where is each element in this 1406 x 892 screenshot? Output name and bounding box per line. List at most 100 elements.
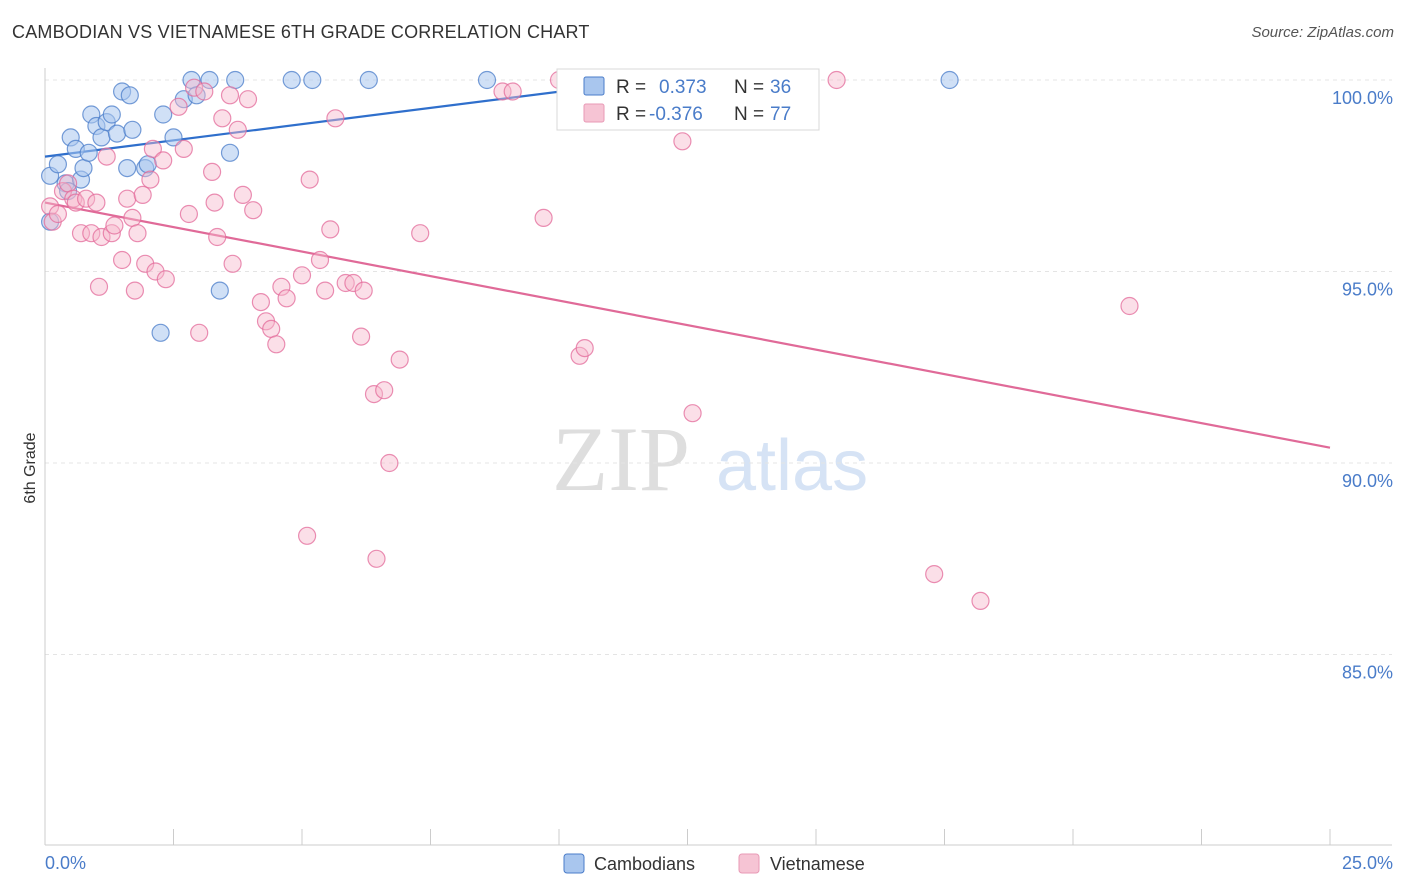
point-cambodian (138, 155, 157, 174)
point-vietnamese (352, 327, 371, 346)
point-vietnamese (390, 350, 409, 369)
point-cambodian (303, 70, 322, 90)
point-vietnamese (66, 193, 85, 212)
point-vietnamese (316, 281, 335, 300)
bottom-legend-swatch-cambodians (563, 853, 585, 874)
point-vietnamese (277, 289, 296, 308)
trendline-vietnamese (44, 201, 1331, 449)
point-cambodian (154, 105, 173, 124)
point-vietnamese (354, 281, 373, 300)
bottom-legend-label-vietnamese: Vietnamese (770, 854, 865, 874)
point-vietnamese (411, 224, 430, 243)
point-vietnamese (244, 201, 263, 220)
legend-r-label-vietnamese: R = (616, 104, 646, 125)
point-vietnamese (118, 189, 137, 208)
point-vietnamese (133, 185, 152, 204)
point-vietnamese (92, 227, 111, 247)
point-cambodian (79, 143, 98, 162)
point-vietnamese (321, 220, 340, 239)
point-vietnamese (673, 132, 692, 151)
point-vietnamese (298, 526, 317, 545)
watermark-zip: ZIP (552, 408, 690, 510)
point-vietnamese (262, 319, 281, 338)
point-vietnamese (971, 591, 990, 611)
point-cambodian (200, 70, 219, 90)
point-cambodian (118, 159, 137, 178)
point-vietnamese (40, 197, 60, 216)
point-cambodian (210, 281, 229, 300)
point-vietnamese (344, 273, 363, 293)
legend-r-value-vietnamese: -0.376 (649, 104, 703, 125)
bottom-legend-label-cambodians: Cambodians (594, 854, 695, 874)
point-vietnamese (146, 262, 165, 281)
point-cambodian (120, 86, 139, 105)
point-vietnamese (233, 185, 252, 204)
point-vietnamese (179, 204, 198, 224)
point-vietnamese (503, 82, 522, 101)
point-vietnamese (136, 254, 155, 273)
y-tick-label: 95.0% (1342, 280, 1393, 300)
point-cambodian (220, 143, 240, 162)
y-tick-label: 85.0% (1342, 663, 1393, 683)
point-vietnamese (203, 162, 222, 181)
point-cambodian (48, 155, 68, 174)
point-vietnamese (185, 78, 204, 97)
point-vietnamese (367, 549, 386, 568)
legend-n-label-vietnamese: N = (734, 104, 764, 125)
point-cambodian (164, 128, 183, 147)
point-vietnamese (223, 254, 242, 273)
legend-swatch-vietnamese (583, 103, 605, 123)
point-cambodian (123, 120, 142, 139)
point-vietnamese (174, 139, 193, 158)
x-tick-label-min: 0.0% (45, 853, 86, 873)
point-vietnamese (169, 97, 188, 116)
legend-n-value-cambodians: 36 (770, 77, 791, 98)
bottom-legend-swatch-vietnamese (738, 853, 760, 874)
point-cambodian (92, 128, 111, 147)
legend-r-label-cambodians: R = (616, 77, 646, 98)
point-vietnamese (105, 216, 124, 235)
chart-source: Source: ZipAtlas.com (1251, 24, 1394, 41)
point-vietnamese (213, 109, 232, 128)
y-tick-label: 90.0% (1342, 471, 1393, 491)
point-vietnamese (251, 293, 270, 312)
point-vietnamese (375, 381, 394, 400)
bottom-legend: Cambodians Vietnamese (563, 853, 865, 874)
legend-n-label-cambodians: N = (734, 77, 764, 98)
point-vietnamese (534, 208, 553, 227)
point-vietnamese (238, 90, 258, 109)
point-vietnamese (128, 224, 147, 243)
point-cambodian (940, 70, 959, 90)
point-vietnamese (925, 564, 944, 584)
stats-legend: R = 0.373 N = 36 R = -0.376 N = 77 (556, 68, 820, 131)
point-vietnamese (76, 189, 96, 208)
point-vietnamese (292, 266, 312, 285)
point-vietnamese (364, 385, 384, 404)
point-vietnamese (97, 147, 116, 166)
point-vietnamese (683, 404, 702, 423)
point-vietnamese (190, 323, 209, 342)
point-vietnamese (228, 120, 247, 139)
point-cambodian (477, 70, 497, 90)
y-axis-label: 6th Grade (22, 432, 39, 503)
point-vietnamese (71, 224, 91, 243)
point-vietnamese (195, 82, 214, 101)
point-vietnamese (380, 453, 399, 473)
point-vietnamese (267, 335, 286, 354)
point-vietnamese (272, 277, 291, 296)
point-cambodian (282, 70, 301, 90)
point-vietnamese (141, 170, 160, 189)
point-cambodian (102, 105, 121, 124)
chart-title: CAMBODIAN VS VIETNAMESE 6TH GRADE CORREL… (12, 22, 590, 42)
point-vietnamese (82, 224, 101, 243)
point-cambodian (74, 159, 93, 178)
point-vietnamese (143, 139, 162, 158)
point-vietnamese (154, 151, 173, 170)
point-vietnamese (208, 227, 227, 247)
legend-n-value-vietnamese: 77 (770, 104, 791, 125)
point-vietnamese (87, 193, 106, 212)
point-vietnamese (48, 204, 68, 224)
point-vietnamese (205, 193, 224, 212)
point-vietnamese (493, 82, 512, 101)
